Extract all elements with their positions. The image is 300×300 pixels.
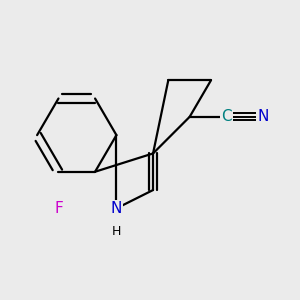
Text: C: C	[221, 109, 232, 124]
Text: N: N	[257, 109, 269, 124]
Text: F: F	[54, 201, 63, 216]
Text: N: N	[111, 201, 122, 216]
Text: H: H	[112, 225, 121, 238]
